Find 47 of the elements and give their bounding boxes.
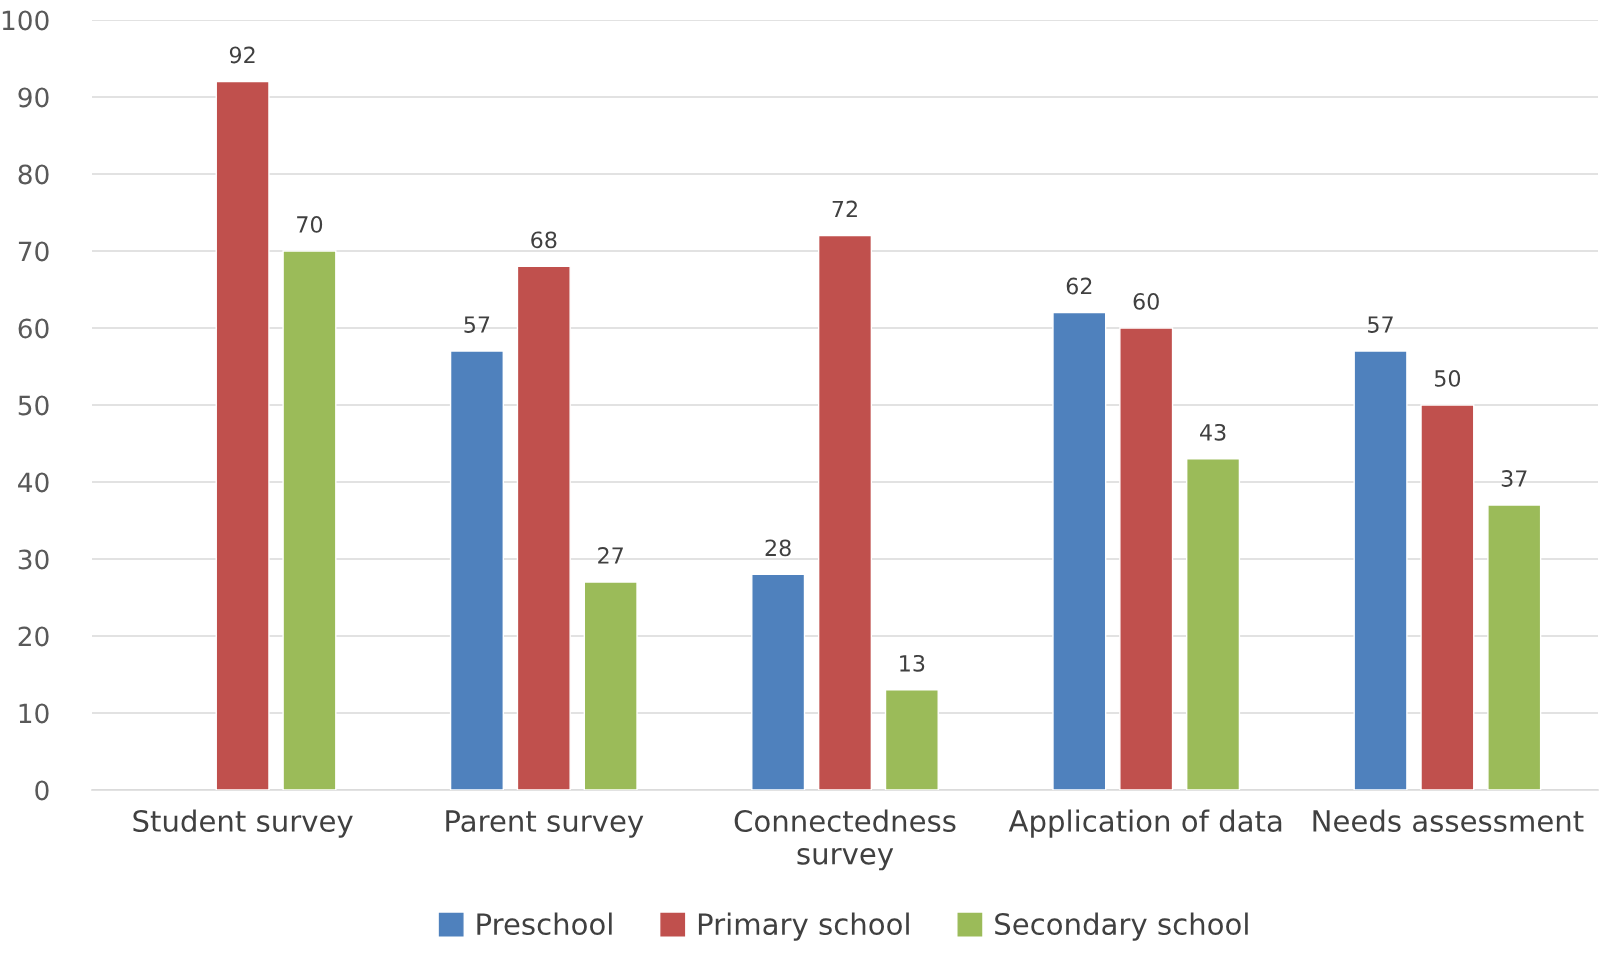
x-tick-label: Connectedness survey xyxy=(734,809,956,871)
bar xyxy=(884,689,939,790)
data-label: 92 xyxy=(229,46,255,64)
data-label: 50 xyxy=(1434,370,1461,387)
x-tick-label: Needs assessment xyxy=(1313,809,1584,833)
bar xyxy=(516,265,571,790)
data-label: 28 xyxy=(765,539,791,557)
legend-label: Preschool xyxy=(477,912,612,936)
x-tick-label: Parent survey xyxy=(446,810,644,838)
y-tick-label: 10 xyxy=(19,703,49,724)
data-label: 68 xyxy=(531,231,557,249)
y-tick-label: 80 xyxy=(18,164,49,185)
bar xyxy=(1353,350,1408,790)
bar xyxy=(282,250,337,790)
bar xyxy=(215,80,270,790)
x-tick-label: Application of data xyxy=(1008,809,1282,838)
bar xyxy=(1186,458,1241,790)
bar xyxy=(817,234,873,790)
data-label: 57 xyxy=(1368,316,1393,333)
data-label: 62 xyxy=(1066,277,1092,295)
y-tick-label: 90 xyxy=(18,87,49,108)
data-label: 72 xyxy=(832,200,857,218)
bar xyxy=(1052,311,1107,790)
x-tick-label: Student survey xyxy=(133,809,353,838)
y-tick-label: 40 xyxy=(18,472,49,493)
data-label: 27 xyxy=(598,547,623,564)
y-tick-label: 20 xyxy=(18,626,49,647)
bar xyxy=(583,581,638,790)
bar xyxy=(1420,404,1475,790)
data-label: 70 xyxy=(297,216,323,233)
y-tick-label: 0 xyxy=(35,780,49,801)
legend-label: Primary school xyxy=(698,912,909,941)
data-label: 37 xyxy=(1501,470,1527,487)
bar xyxy=(1119,327,1174,790)
y-tick-label: 100 xyxy=(2,10,49,31)
data-label: 43 xyxy=(1200,423,1226,441)
y-tick-label: 30 xyxy=(18,549,49,570)
data-label: 13 xyxy=(900,654,925,672)
legend-label: Secondary school xyxy=(995,912,1248,941)
data-label: 60 xyxy=(1133,293,1159,310)
y-tick-label: 70 xyxy=(18,241,49,262)
data-label: 57 xyxy=(464,316,490,333)
y-tick-label: 60 xyxy=(18,318,49,339)
bar xyxy=(449,350,504,790)
bar xyxy=(751,573,806,790)
y-tick-label: 50 xyxy=(18,395,49,416)
bar xyxy=(1487,504,1542,790)
